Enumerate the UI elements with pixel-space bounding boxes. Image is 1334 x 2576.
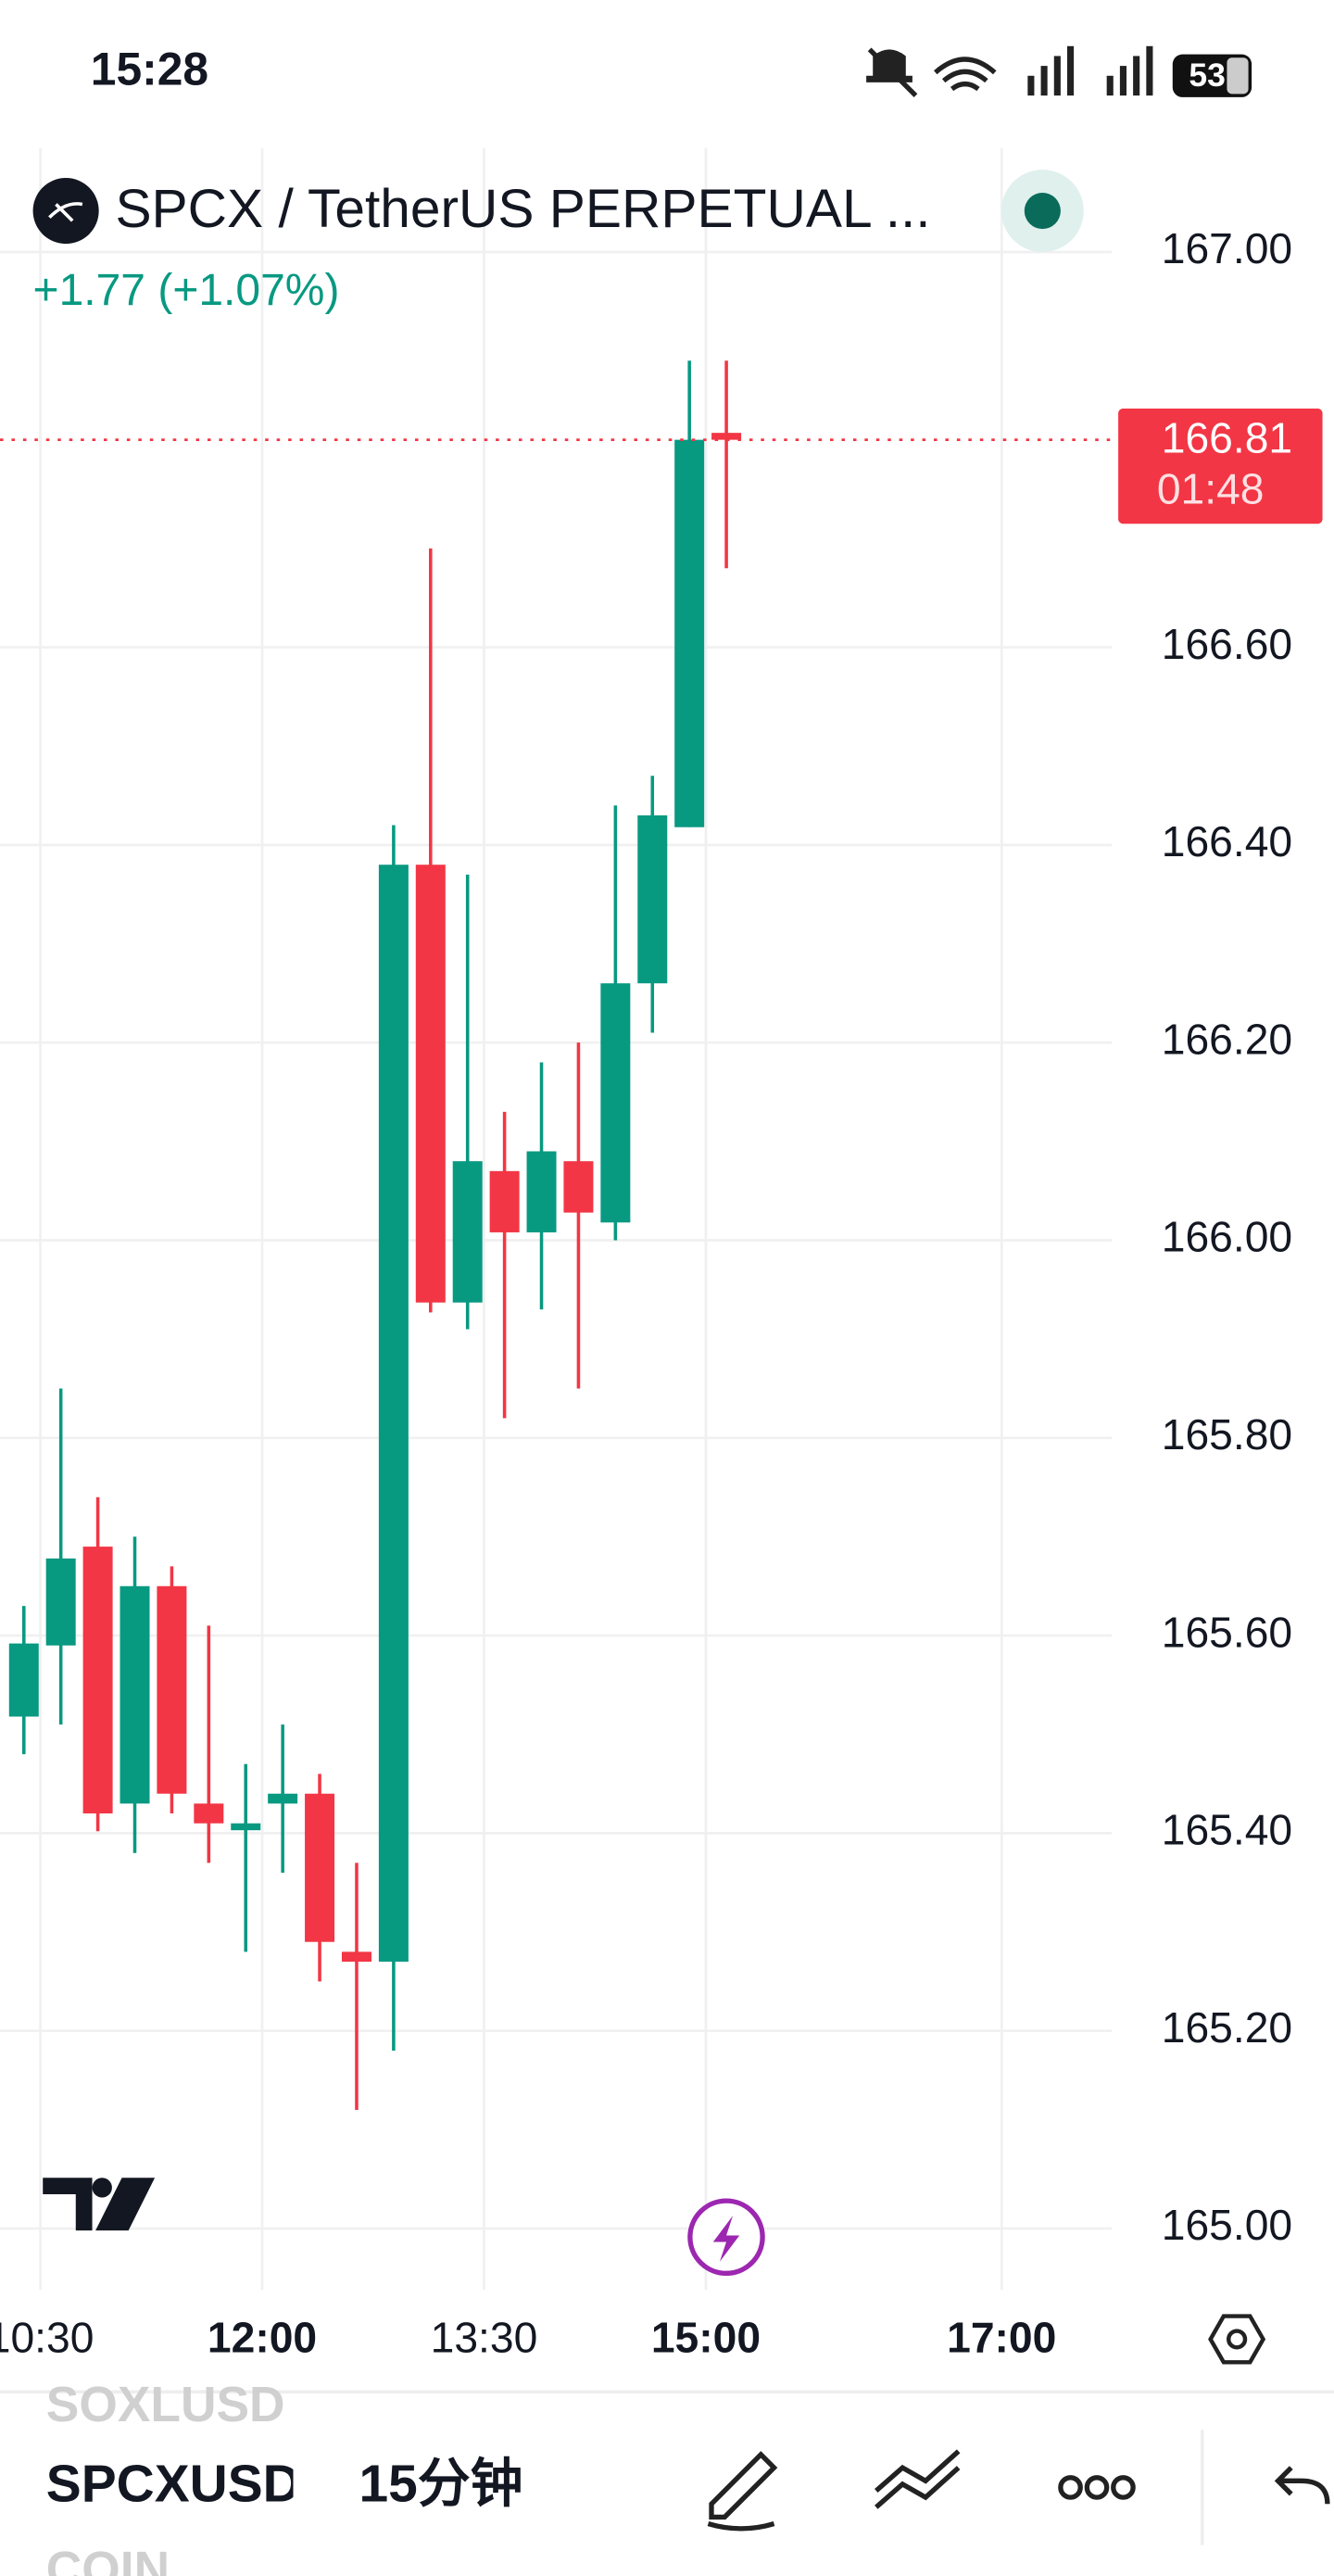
candle-body [305,1793,335,1942]
x-tick-label: 12:00 [208,2313,317,2361]
battery-level: 53 [1189,57,1226,94]
x-tick-label: 17:00 [947,2313,1056,2361]
symbol-item[interactable]: SPCXUSD [46,2455,301,2513]
status-time: 15:28 [91,43,208,95]
symbol-item[interactable]: SOXLUSD [46,2378,285,2432]
draw-tool[interactable] [707,2451,778,2532]
candle-body [8,1643,39,1717]
x-tick-label: 15:00 [651,2313,761,2361]
lightning-icon [712,2216,740,2262]
tv-logo-dot [92,2178,112,2198]
y-tick-label: 165.80 [1162,1410,1292,1458]
candle-body [452,1161,483,1303]
candle-body [637,814,668,984]
candles [0,360,1112,2111]
candle-body [711,433,742,440]
candle-body [526,1151,557,1232]
axis-settings-center [1227,2329,1248,2350]
grid-layer [0,148,1112,2291]
interval-button[interactable]: 15分钟 [359,2455,523,2513]
candle-body [157,1585,187,1794]
candle-body [378,865,409,1963]
symbol-logo [32,178,99,245]
candle-body [45,1558,76,1646]
bar-countdown: 01:48 [1157,465,1265,513]
last-price-label: 166.81 [1162,414,1292,462]
y-tick-label: 166.20 [1162,1015,1292,1063]
candle-body [489,1170,520,1232]
candle-body [268,1793,298,1804]
candle-body [600,983,631,1223]
candle-body [341,1951,371,1963]
candle-body [120,1585,150,1804]
symbol-item[interactable]: COIN [46,2543,170,2576]
symbol-title[interactable]: SPCX / TetherUS PERPETUAL ... [115,179,930,239]
symbol-list: SOXLUSD SPCXUSD COIN [46,2378,301,2576]
candle-body [194,1803,224,1824]
x-tick-label: 10:30 [0,2313,94,2361]
price-change: +1.77 (+1.07%) [33,266,340,315]
indicator-tool[interactable] [875,2449,961,2509]
y-tick-label: 165.60 [1162,1608,1292,1656]
last-price-box [1118,408,1323,524]
candle-body [415,865,446,1303]
y-tick-label: 165.20 [1162,2003,1292,2052]
y-tick-label: 165.40 [1162,1806,1292,1854]
y-tick-label: 166.40 [1162,817,1292,865]
candle-body [82,1547,113,1814]
more-button[interactable] [1058,2475,1136,2500]
status-icons [866,45,1252,97]
axis-settings[interactable] [1208,2314,1266,2365]
tv-logo [43,2178,156,2231]
y-tick-label: 165.00 [1162,2201,1292,2249]
undo-button[interactable] [1274,2466,1330,2505]
candle-body [231,1823,261,1831]
x-tick-label: 13:30 [431,2313,538,2361]
candle-body [563,1161,594,1213]
y-tick-label: 166.00 [1162,1213,1292,1261]
y-tick-label: 166.60 [1162,620,1292,668]
logo-glyph [48,202,83,222]
market-status-dot [1024,193,1061,230]
y-tick-label: 167.00 [1162,224,1292,272]
candle-body [674,439,705,827]
